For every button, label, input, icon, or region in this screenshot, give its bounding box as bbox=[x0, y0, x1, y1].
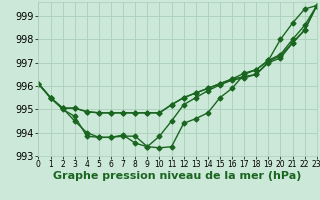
X-axis label: Graphe pression niveau de la mer (hPa): Graphe pression niveau de la mer (hPa) bbox=[53, 171, 302, 181]
